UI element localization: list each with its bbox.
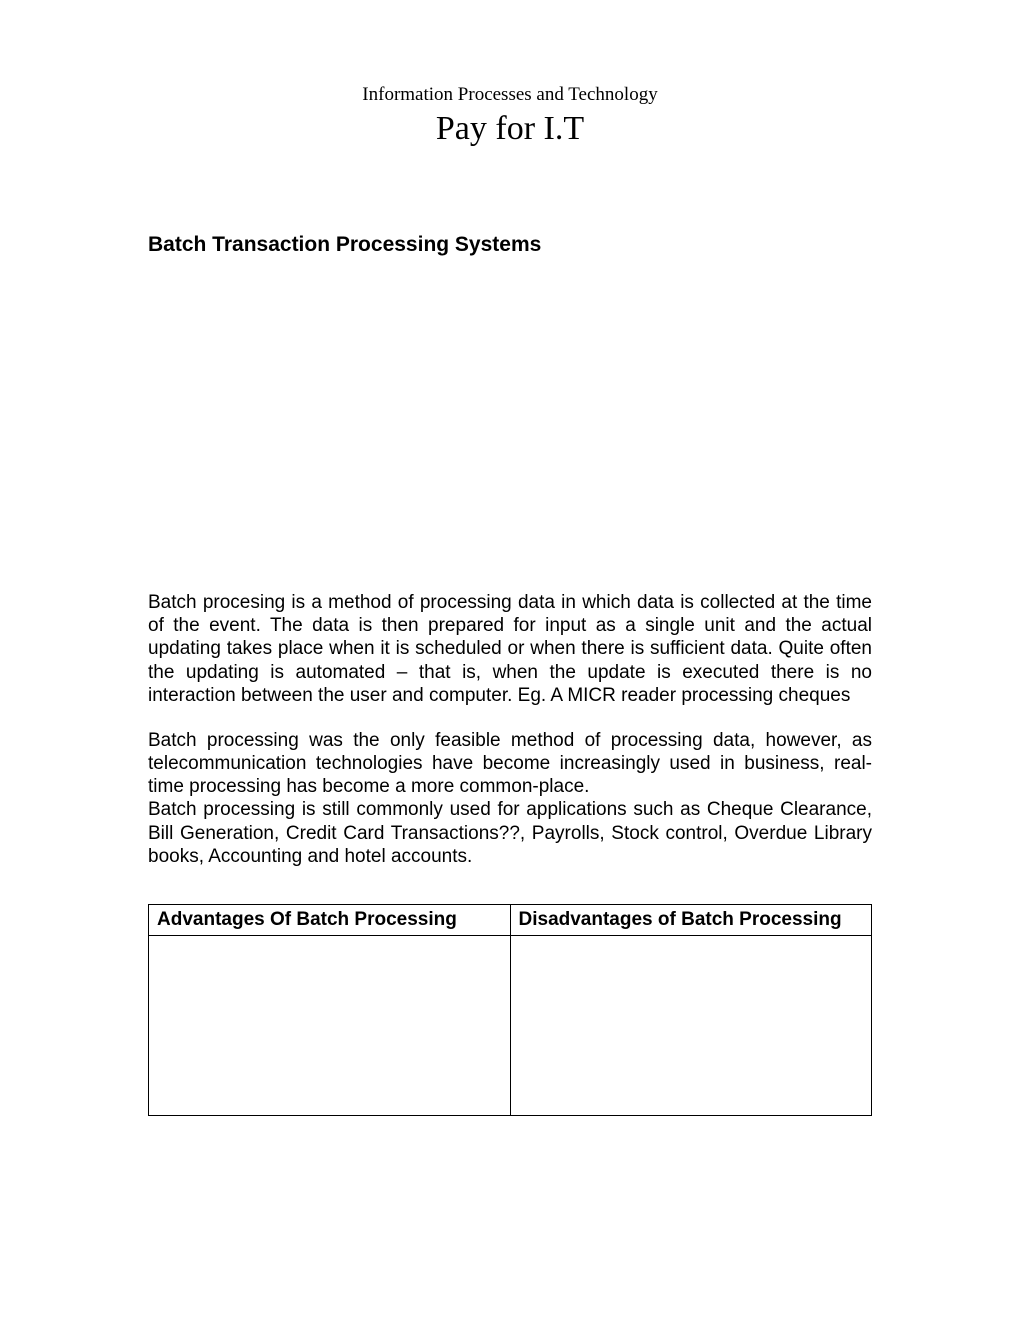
document-page: Information Processes and Technology Pay… (0, 0, 1020, 1196)
paragraph-1: Batch procesing is a method of processin… (148, 591, 872, 707)
paragraph-block-2: Batch processing was the only feasible m… (148, 729, 872, 868)
column-header-disadvantages: Disadvantages of Batch Processing (510, 904, 872, 935)
comparison-table: Advantages Of Batch Processing Disadvant… (148, 904, 872, 1116)
header-subtitle: Information Processes and Technology (148, 84, 872, 106)
section-heading: Batch Transaction Processing Systems (148, 233, 872, 257)
table-cell-advantages (149, 935, 511, 1115)
table-header-row: Advantages Of Batch Processing Disadvant… (149, 904, 872, 935)
paragraph-2: Batch processing was the only feasible m… (148, 730, 872, 797)
table-cell-disadvantages (510, 935, 872, 1115)
paragraph-3: Batch processing is still commonly used … (148, 799, 872, 866)
table-row (149, 935, 872, 1115)
header-title: Pay for I.T (148, 110, 872, 148)
column-header-advantages: Advantages Of Batch Processing (149, 904, 511, 935)
